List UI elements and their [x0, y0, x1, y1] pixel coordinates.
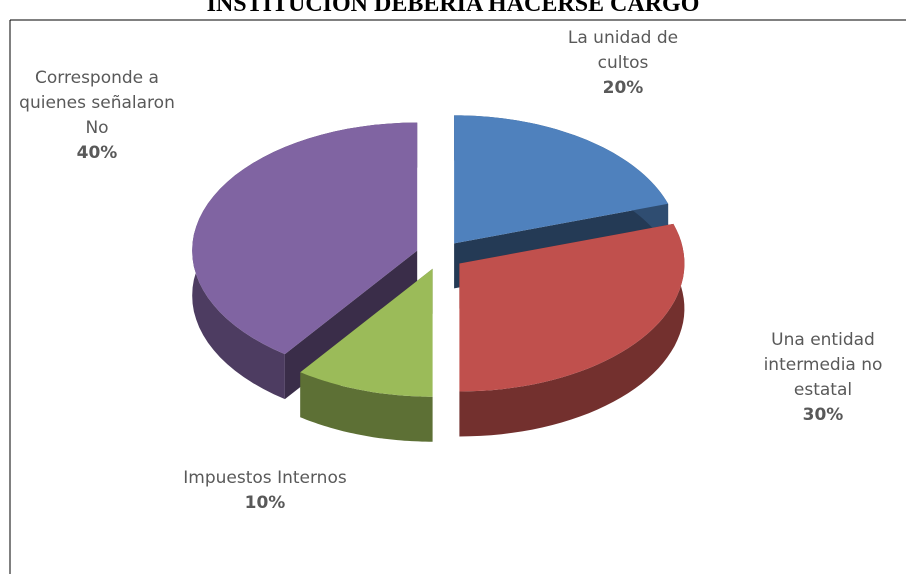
- slice-label: Una entidad intermedia no estatal 30%: [740, 328, 906, 428]
- chart-title: INSTITUCION DEBERIA HACERSE CARGO: [206, 0, 700, 17]
- slice: [192, 122, 418, 355]
- value-label: 40%: [76, 143, 118, 163]
- value-label: 20%: [602, 78, 644, 98]
- value-label: 10%: [244, 493, 286, 513]
- category-label: La unidad de cultos: [567, 28, 679, 73]
- slice: [300, 268, 433, 397]
- category-label: Impuestos Internos: [183, 468, 347, 488]
- slice-side: [459, 223, 685, 437]
- category-label: Una entidad intermedia no estatal: [763, 330, 883, 400]
- slice-label: Impuestos Internos 10%: [180, 466, 350, 516]
- value-label: 30%: [802, 405, 844, 425]
- slice-label: La unidad de cultos 20%: [548, 26, 698, 101]
- slice-label: Corresponde a quienes señalaron No 40%: [12, 66, 182, 166]
- slice: [459, 223, 685, 392]
- category-label: Corresponde a quienes señalaron No: [19, 68, 175, 138]
- slice: [454, 115, 669, 244]
- slice-side: [300, 372, 433, 442]
